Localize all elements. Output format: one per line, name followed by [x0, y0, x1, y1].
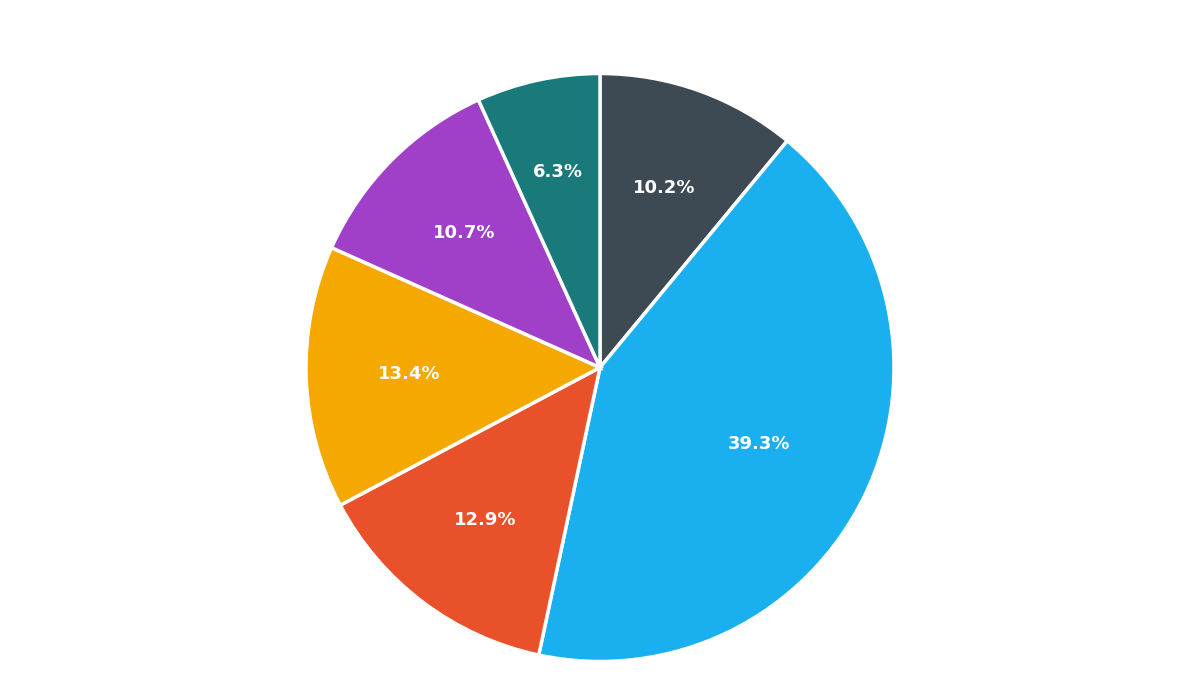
- Text: 10.7%: 10.7%: [433, 224, 496, 241]
- Text: 6.3%: 6.3%: [533, 163, 583, 181]
- Text: 12.9%: 12.9%: [454, 511, 516, 529]
- Text: 39.3%: 39.3%: [727, 435, 790, 454]
- Wedge shape: [306, 248, 600, 505]
- Wedge shape: [341, 368, 600, 655]
- Text: 10.2%: 10.2%: [634, 178, 696, 197]
- Wedge shape: [539, 141, 894, 662]
- Wedge shape: [600, 74, 787, 368]
- Text: 13.4%: 13.4%: [378, 365, 440, 383]
- Wedge shape: [479, 74, 600, 368]
- Wedge shape: [331, 100, 600, 368]
